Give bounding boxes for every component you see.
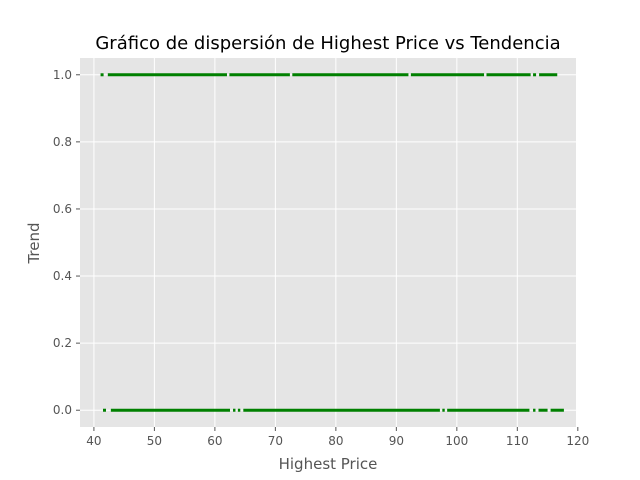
y-tick-label: 0.6 [53, 202, 72, 216]
y-tick-label: 0.8 [53, 135, 72, 149]
x-tick-label: 80 [328, 434, 343, 448]
x-axis-ticks: 40 50 60 70 80 90 100 110 120 [86, 427, 589, 448]
x-tick-label: 100 [445, 434, 468, 448]
y-axis-label: Trend [25, 222, 43, 264]
x-axis-label: Highest Price [279, 455, 378, 473]
x-tick-label: 40 [86, 434, 101, 448]
y-tick-label: 0.0 [53, 403, 72, 417]
x-tick-label: 50 [147, 434, 162, 448]
y-tick-label: 1.0 [53, 68, 72, 82]
x-tick-label: 120 [566, 434, 589, 448]
data-points [100, 73, 564, 412]
plot-area [80, 58, 576, 427]
y-tick-label: 0.2 [53, 336, 72, 350]
chart-title: Gráfico de dispersión de Highest Price v… [95, 33, 560, 54]
x-tick-label: 60 [207, 434, 222, 448]
y-axis-ticks: 0.0 0.2 0.4 0.6 0.8 1.0 [53, 68, 80, 417]
y-tick-label: 0.4 [53, 269, 72, 283]
x-tick-label: 110 [506, 434, 529, 448]
x-tick-label: 90 [389, 434, 404, 448]
x-tick-label: 70 [268, 434, 283, 448]
